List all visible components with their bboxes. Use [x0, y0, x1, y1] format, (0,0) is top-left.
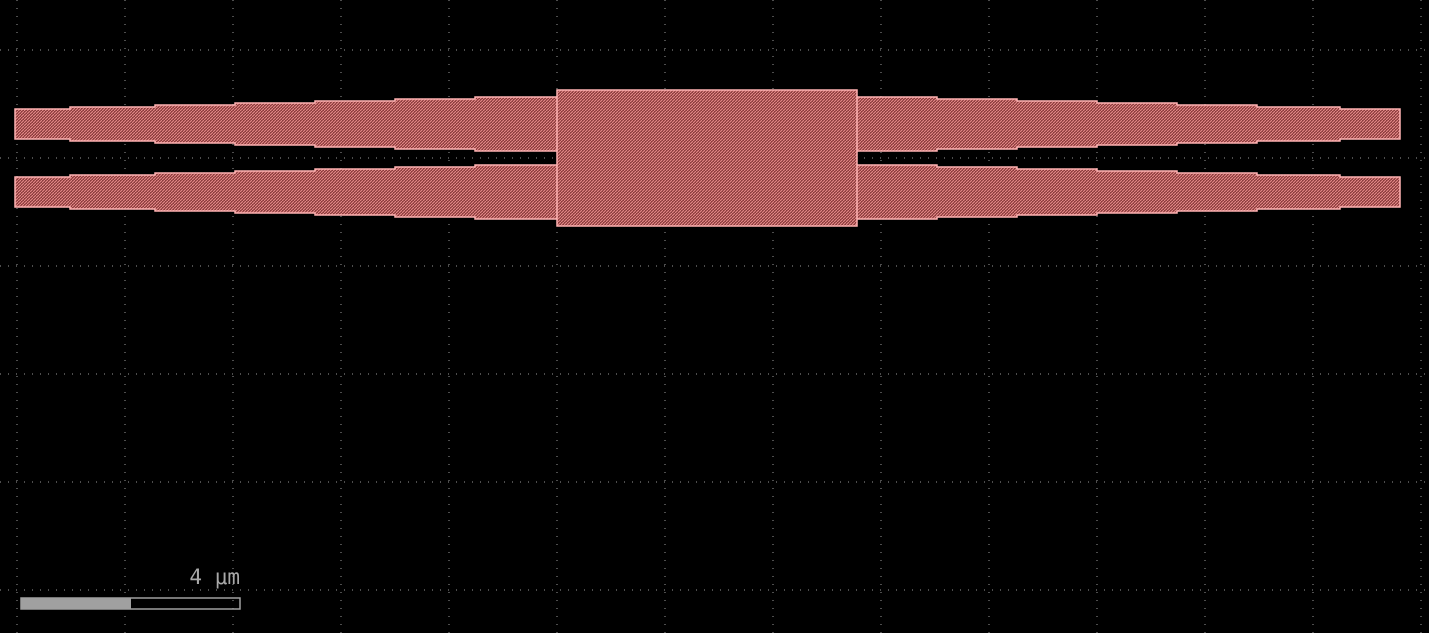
mmi-body — [556, 89, 858, 227]
scale-bar: 4 μm — [20, 565, 241, 610]
layout-shapes — [14, 89, 1401, 227]
taper-arm — [855, 96, 1401, 152]
scale-bar-fill — [21, 598, 131, 609]
taper-arm — [14, 96, 559, 152]
scale-bar-label: 4 μm — [189, 565, 240, 589]
taper-arm — [855, 164, 1401, 220]
taper-arm — [14, 164, 559, 220]
